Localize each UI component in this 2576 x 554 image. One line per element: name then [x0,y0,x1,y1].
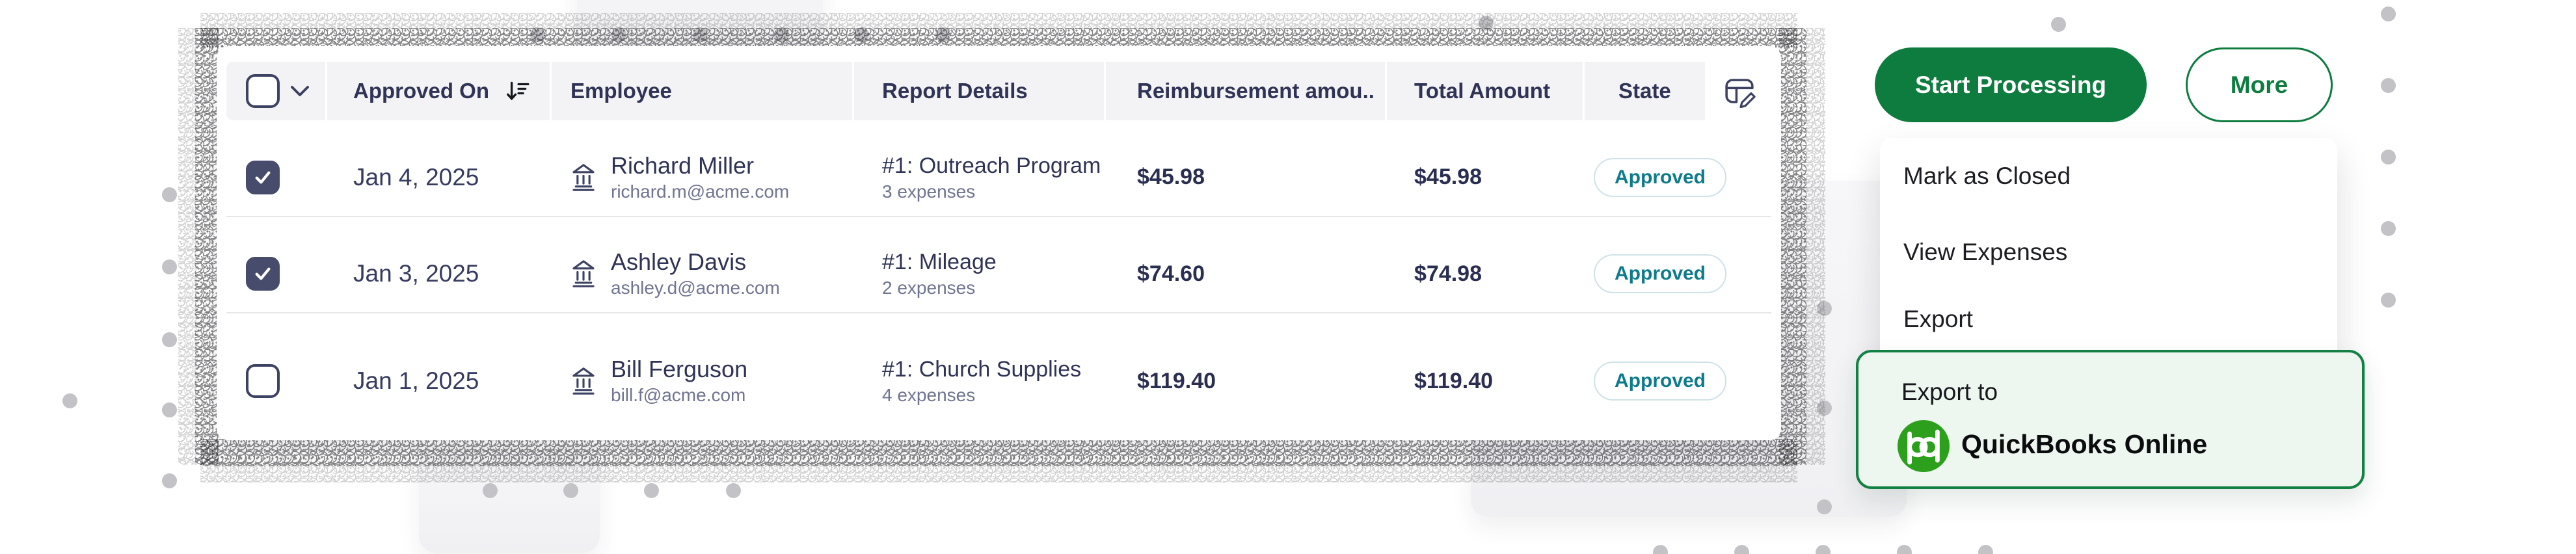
decorative-dot [162,402,177,417]
decorative-dot [2051,17,2066,32]
quickbooks-logo-icon [1898,420,1950,475]
column-header-label: State [1618,79,1671,103]
status-badge: Approved [1594,362,1727,401]
decorative-dot [2381,78,2396,93]
menu-item-mark-as-closed[interactable]: Mark as Closed [1903,163,2071,189]
table-row[interactable]: Jan 1, 2025 Bill Ferguson bill.f@acme.co… [226,313,1771,430]
reimbursement-amount: $45.98 [1137,165,1205,189]
column-header-reimbursement: Reimbursement amou.. [1106,62,1385,120]
decorative-dot [726,483,741,498]
noise-band-bottom-outer [200,466,1797,482]
quickbooks-online-label: QuickBooks Online [1961,429,2208,459]
decorative-dot [162,259,177,274]
decorative-dot [1817,401,1832,415]
column-header-report-details: Report Details [854,62,1104,120]
decorative-dot [162,332,177,347]
approved-on-date: Jan 3, 2025 [353,260,479,287]
select-all-checkbox[interactable] [246,74,280,108]
select-all-header-cell [226,62,325,120]
decorative-dot [644,483,659,498]
column-header-total: Total Amount [1387,62,1583,120]
row-divider [226,216,1771,217]
employee-name: Ashley Davis [611,248,747,275]
table-row[interactable]: Jan 3, 2025 Ashley Davis ashley.d@acme.c… [226,217,1771,312]
reimbursement-amount: $74.60 [1137,261,1205,286]
decorative-dot [162,473,177,488]
decorative-dot [2381,150,2396,165]
employee-email: bill.f@acme.com [611,385,746,405]
decorative-dot [1978,545,1993,554]
decorative-dot [1479,16,1494,31]
decorative-dot [563,483,578,498]
total-amount: $119.40 [1414,368,1494,393]
menu-item-view-expenses[interactable]: View Expenses [1903,239,2068,265]
report-title: #1: Church Supplies [882,357,1082,382]
employee-name: Richard Miller [611,152,755,179]
menu-item-export[interactable]: Export [1903,306,1973,332]
noise-band-left [195,28,219,465]
column-header-label: Reimbursement amou.. [1137,79,1375,103]
chevron-down-icon[interactable] [290,85,310,97]
bank-icon [570,366,597,396]
decorative-dot [1816,545,1831,554]
row-divider [226,312,1771,313]
column-header-label: Report Details [882,79,1028,103]
report-title: #1: Outreach Program [882,153,1101,178]
noise-band-top [200,28,1797,47]
column-header-label: Employee [570,79,672,103]
sort-descending-icon[interactable] [503,77,531,105]
column-header-employee: Employee [552,62,852,120]
decorative-dot [1653,545,1668,554]
report-expense-count: 3 expenses [882,181,976,202]
export-to-quickbooks-card[interactable]: Export to QuickBooks Online [1856,350,2365,489]
decorative-dot [2381,221,2396,236]
decorative-dot [1817,499,1832,514]
column-header-label: Approved On [353,79,490,103]
total-amount: $45.98 [1414,165,1482,189]
decorative-dot [62,393,77,408]
report-expense-count: 4 expenses [882,385,976,405]
report-title: #1: Mileage [882,250,997,274]
decorative-dot [1817,301,1832,316]
noise-band-right [1779,28,1806,465]
noise-band-top-outer [200,13,1797,29]
column-header-state: State [1585,62,1705,120]
column-header-approved-on[interactable]: Approved On [327,62,550,120]
edit-columns-button[interactable] [1707,62,1771,120]
status-badge: Approved [1594,254,1727,293]
decorative-dot [2381,7,2396,21]
decorative-dot [2381,293,2396,308]
bank-icon [570,259,597,289]
bank-icon [570,163,597,192]
employee-email: richard.m@acme.com [611,181,790,202]
expense-reports-table: Approved On Employee [217,46,1781,440]
total-amount: $74.98 [1414,261,1482,286]
employee-name: Bill Ferguson [611,356,748,382]
status-badge: Approved [1594,157,1727,197]
export-to-label: Export to [1901,378,1998,405]
column-header-label: Total Amount [1414,79,1550,103]
row-checkbox[interactable] [246,364,280,398]
decorative-dot [162,187,177,202]
noise-band-left-outer [178,28,196,465]
noise-band-right-outer [1806,28,1825,465]
report-expense-count: 2 expenses [882,278,976,298]
table-edit-icon [1724,79,1756,108]
table-row[interactable]: Jan 4, 2025 Richard Miller richard.m@acm… [226,120,1771,216]
more-button[interactable]: More [2186,47,2333,122]
row-checkbox[interactable] [246,257,280,291]
decorative-dot [1897,545,1912,554]
employee-email: ashley.d@acme.com [611,278,780,298]
reimbursement-amount: $119.40 [1137,368,1216,393]
approved-on-date: Jan 4, 2025 [353,163,479,191]
row-checkbox[interactable] [246,160,280,194]
start-processing-button[interactable]: Start Processing [1875,47,2147,122]
approved-on-date: Jan 1, 2025 [353,367,479,394]
decorative-dot [1734,545,1749,554]
table-header-row: Approved On Employee [226,62,1771,120]
decorative-dot [483,483,498,498]
noise-band-bottom [200,439,1797,466]
